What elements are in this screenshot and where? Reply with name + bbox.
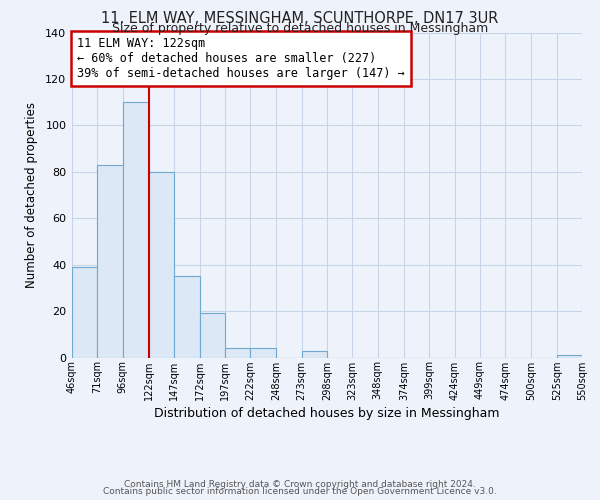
- Text: 11, ELM WAY, MESSINGHAM, SCUNTHORPE, DN17 3UR: 11, ELM WAY, MESSINGHAM, SCUNTHORPE, DN1…: [101, 11, 499, 26]
- Text: 11 ELM WAY: 122sqm
← 60% of detached houses are smaller (227)
39% of semi-detach: 11 ELM WAY: 122sqm ← 60% of detached hou…: [77, 38, 405, 80]
- Bar: [557, 355, 582, 358]
- Bar: [225, 348, 250, 358]
- Bar: [250, 348, 277, 358]
- Bar: [149, 172, 174, 358]
- Text: Contains HM Land Registry data © Crown copyright and database right 2024.: Contains HM Land Registry data © Crown c…: [124, 480, 476, 489]
- Y-axis label: Number of detached properties: Number of detached properties: [25, 102, 38, 288]
- X-axis label: Distribution of detached houses by size in Messingham: Distribution of detached houses by size …: [154, 406, 500, 420]
- Text: Contains public sector information licensed under the Open Government Licence v3: Contains public sector information licen…: [103, 488, 497, 496]
- Bar: [72, 267, 97, 358]
- Bar: [122, 102, 149, 358]
- Bar: [302, 350, 327, 358]
- Text: Size of property relative to detached houses in Messingham: Size of property relative to detached ho…: [112, 22, 488, 35]
- Bar: [199, 314, 225, 358]
- Bar: [97, 165, 122, 358]
- Bar: [174, 276, 199, 357]
